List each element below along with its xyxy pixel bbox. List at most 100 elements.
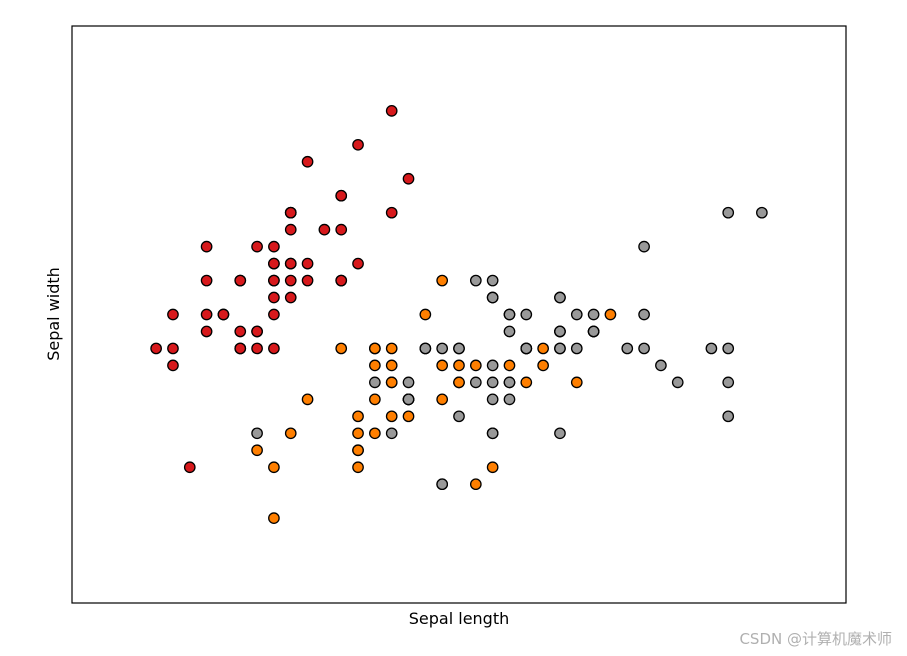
scatter-point	[469, 478, 482, 491]
scatter-point	[385, 206, 398, 219]
scatter-point	[486, 291, 499, 304]
scatter-point	[301, 274, 314, 287]
scatter-point	[318, 223, 331, 236]
scatter-point	[301, 257, 314, 270]
scatter-point	[486, 359, 499, 372]
scatter-point	[385, 342, 398, 355]
scatter-point	[436, 478, 449, 491]
scatter-point	[268, 512, 280, 525]
scatter-point	[200, 240, 213, 253]
scatter-point	[587, 308, 600, 321]
scatter-point	[352, 461, 364, 474]
scatter-point	[335, 342, 348, 355]
scatter-point	[385, 376, 398, 389]
scatter-point	[554, 342, 566, 355]
scatter-point	[251, 342, 263, 355]
scatter-point	[268, 291, 280, 304]
scatter-point	[722, 410, 735, 423]
scatter-point	[301, 393, 314, 406]
scatter-point	[284, 274, 297, 287]
scatter-point	[554, 291, 566, 304]
scatter-point	[234, 325, 247, 338]
scatter-point	[352, 257, 364, 270]
scatter-point	[352, 410, 364, 423]
scatter-point	[268, 240, 280, 253]
scatter-point	[486, 393, 499, 406]
y-axis-label: Sepal width	[44, 267, 63, 361]
scatter-point	[436, 274, 449, 287]
scatter-point	[234, 274, 247, 287]
scatter-point	[402, 172, 415, 185]
scatter-point	[655, 359, 667, 372]
scatter-point	[554, 325, 566, 338]
scatter-point	[150, 342, 162, 355]
scatter-point	[453, 376, 465, 389]
scatter-point	[520, 376, 533, 389]
scatter-point	[251, 427, 263, 440]
scatter-point	[268, 274, 280, 287]
scatter-point	[284, 427, 297, 440]
watermark-text: CSDN @计算机魔术师	[739, 630, 892, 648]
scatter-point	[604, 308, 617, 321]
scatter-point	[570, 376, 583, 389]
plot-frame	[71, 25, 847, 604]
scatter-point	[554, 427, 566, 440]
scatter-point	[167, 359, 179, 372]
scatter-point	[486, 376, 499, 389]
scatter-point	[251, 325, 263, 338]
scatter-point	[402, 393, 415, 406]
scatter-point	[200, 308, 213, 321]
scatter-point	[587, 325, 600, 338]
scatter-point	[402, 410, 415, 423]
scatter-point	[284, 223, 297, 236]
scatter-point	[436, 342, 449, 355]
scatter-point	[436, 393, 449, 406]
scatter-point	[638, 308, 650, 321]
scatter-point	[369, 376, 381, 389]
scatter-point	[352, 427, 364, 440]
scatter-point	[722, 342, 735, 355]
scatter-point	[183, 461, 196, 474]
scatter-point	[335, 274, 348, 287]
scatter-point	[469, 376, 482, 389]
scatter-point	[284, 291, 297, 304]
scatter-point	[570, 342, 583, 355]
scatter-point	[503, 376, 516, 389]
scatter-point	[385, 359, 398, 372]
scatter-point	[352, 444, 364, 457]
scatter-point	[251, 240, 263, 253]
scatter-point	[234, 342, 247, 355]
scatter-point	[268, 308, 280, 321]
scatter-point	[167, 308, 179, 321]
scatter-point	[486, 274, 499, 287]
scatter-point	[335, 189, 348, 202]
scatter-point	[486, 461, 499, 474]
scatter-point	[453, 342, 465, 355]
scatter-point	[453, 410, 465, 423]
scatter-point	[469, 359, 482, 372]
scatter-point	[419, 342, 432, 355]
scatter-point	[453, 359, 465, 372]
scatter-point	[621, 342, 634, 355]
scatter-point	[369, 427, 381, 440]
scatter-point	[722, 206, 735, 219]
scatter-point	[671, 376, 684, 389]
scatter-point	[369, 393, 381, 406]
scatter-point	[200, 325, 213, 338]
scatter-point	[217, 308, 230, 321]
scatter-point	[369, 342, 381, 355]
scatter-point	[385, 410, 398, 423]
scatter-point	[756, 206, 768, 219]
x-axis-label: Sepal length	[409, 609, 510, 628]
scatter-point	[284, 257, 297, 270]
scatter-point	[251, 444, 263, 457]
scatter-point	[167, 342, 179, 355]
scatter-point	[638, 342, 650, 355]
scatter-point	[537, 342, 549, 355]
scatter-point	[419, 308, 432, 321]
scatter-point	[436, 359, 449, 372]
scatter-point	[200, 274, 213, 287]
scatter-point	[335, 223, 348, 236]
scatter-point	[268, 257, 280, 270]
